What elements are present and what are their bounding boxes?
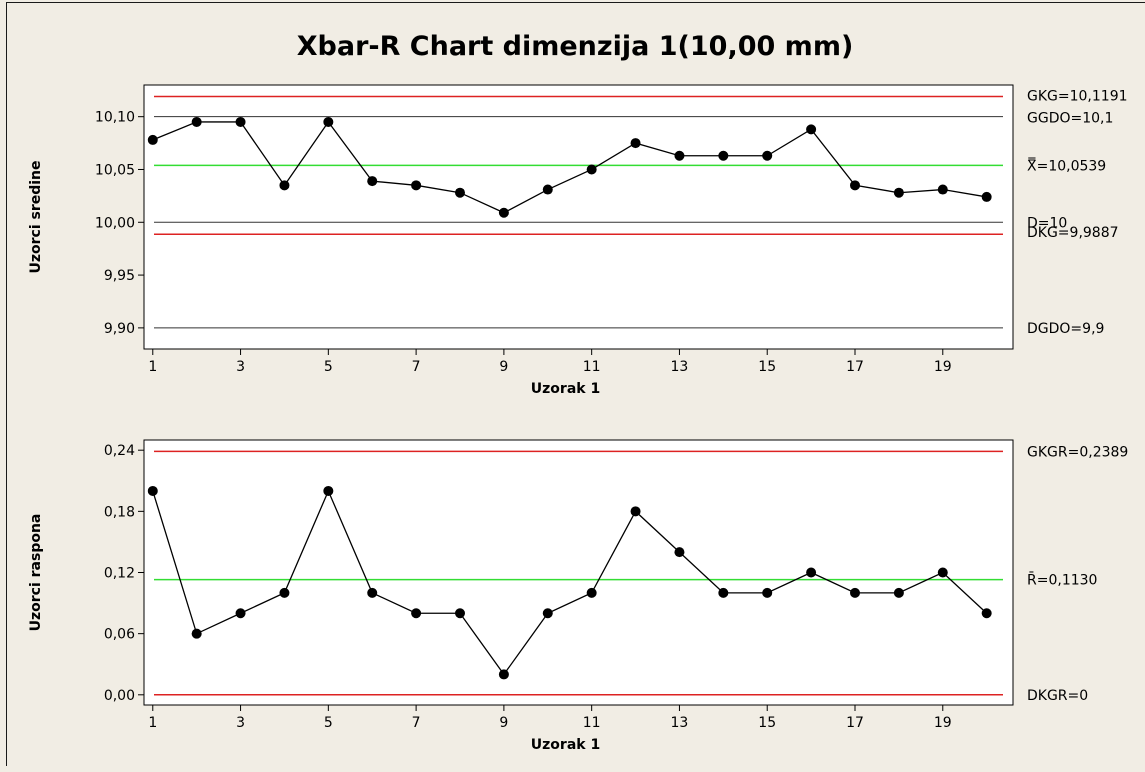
data-point bbox=[674, 150, 685, 161]
x-tick-label: 17 bbox=[846, 715, 864, 731]
data-point bbox=[367, 176, 378, 187]
x-tick-label: 3 bbox=[236, 715, 245, 731]
x-tick-label: 9 bbox=[499, 359, 508, 375]
x-tick-label: 3 bbox=[236, 359, 245, 375]
plot-area bbox=[143, 84, 1014, 350]
x-tick-label: 13 bbox=[671, 715, 689, 731]
x-tick-label: 7 bbox=[412, 715, 421, 731]
data-point bbox=[586, 587, 597, 598]
x-tick-label: 15 bbox=[758, 715, 776, 731]
data-point bbox=[235, 608, 246, 619]
data-point bbox=[498, 207, 509, 218]
data-point bbox=[630, 138, 641, 149]
x-tick-label: 15 bbox=[758, 359, 776, 375]
data-point bbox=[191, 628, 202, 639]
limit-label: GKG=10,1191 bbox=[1027, 89, 1128, 105]
data-point bbox=[586, 164, 597, 175]
y-tick-label: 10,00 bbox=[95, 215, 135, 231]
y-axis-label: Uzorci sredine bbox=[28, 160, 44, 273]
x-tick-label: 13 bbox=[671, 359, 689, 375]
limit-label: GKGR=0,2389 bbox=[1027, 444, 1128, 460]
data-point bbox=[937, 184, 948, 195]
x-tick-label: 17 bbox=[846, 359, 864, 375]
data-point bbox=[762, 587, 773, 598]
data-point bbox=[762, 150, 773, 161]
data-point bbox=[850, 587, 860, 598]
limit-label: GGDO=10,1 bbox=[1027, 111, 1113, 127]
data-point bbox=[937, 567, 948, 578]
data-point bbox=[279, 180, 290, 191]
limit-label: D=10 bbox=[1027, 215, 1067, 231]
y-tick-label: 10,05 bbox=[95, 162, 135, 178]
limit-label: R̄=0,1130 bbox=[1027, 571, 1097, 589]
data-point bbox=[235, 116, 246, 127]
range-chart: 0,000,060,120,180,241 3 5 7 9 11 13 15 17 19Uzora… bbox=[28, 439, 1128, 753]
data-point bbox=[498, 669, 509, 680]
x-tick-label: 11 bbox=[583, 715, 601, 731]
limit-label: X̿=10,0539 bbox=[1027, 157, 1106, 175]
data-point bbox=[323, 485, 334, 496]
data-point bbox=[806, 124, 817, 135]
data-point bbox=[191, 116, 202, 127]
x-tick-label: 5 bbox=[324, 715, 333, 731]
data-point bbox=[455, 187, 465, 198]
data-point bbox=[455, 608, 465, 619]
data-point bbox=[850, 180, 860, 191]
x-axis-label: Uzorak 1 bbox=[531, 381, 600, 397]
data-point bbox=[981, 608, 992, 619]
x-tick-label: 5 bbox=[324, 359, 333, 375]
x-tick-label: 1 bbox=[148, 715, 157, 731]
x-tick-label: 19 bbox=[934, 359, 952, 375]
y-tick-label: 0,18 bbox=[104, 504, 135, 520]
x-axis-label: Uzorak 1 bbox=[531, 737, 600, 753]
limit-label: DGDO=9,9 bbox=[1027, 321, 1104, 337]
chart-title: Xbar-R Chart dimenzija 1(10,00 mm) bbox=[297, 31, 854, 62]
series-line bbox=[152, 120, 987, 214]
data-point bbox=[718, 587, 729, 598]
y-tick-label: 0,24 bbox=[104, 443, 135, 459]
data-point bbox=[542, 184, 553, 195]
limit-label: DKG=9,9887 bbox=[1027, 225, 1119, 241]
y-tick-label: 9,95 bbox=[104, 268, 135, 284]
data-point bbox=[147, 134, 158, 145]
x-tick-label: 7 bbox=[412, 359, 421, 375]
data-point bbox=[411, 180, 422, 191]
plot-area bbox=[143, 439, 1014, 706]
x-tick-label: 1 bbox=[148, 359, 157, 375]
y-tick-label: 9,90 bbox=[104, 321, 135, 337]
x-tick-label: 9 bbox=[499, 715, 508, 731]
data-point bbox=[893, 187, 904, 198]
x-tick-label: 19 bbox=[934, 715, 952, 731]
data-point bbox=[674, 547, 685, 558]
data-point bbox=[981, 191, 992, 202]
x-tick-label: 11 bbox=[583, 359, 601, 375]
data-point bbox=[323, 116, 334, 127]
data-point bbox=[806, 567, 817, 578]
data-point bbox=[630, 506, 641, 517]
data-point bbox=[718, 150, 729, 161]
y-tick-label: 0,06 bbox=[104, 627, 135, 643]
y-axis-label: Uzorci raspona bbox=[28, 514, 44, 632]
limit-label: DKGR=0 bbox=[1027, 688, 1088, 704]
y-tick-label: 10,10 bbox=[95, 110, 135, 126]
y-tick-label: 0,12 bbox=[104, 566, 135, 582]
y-tick-label: 0,00 bbox=[104, 688, 135, 704]
data-point bbox=[411, 608, 422, 619]
series-line bbox=[152, 489, 988, 676]
data-point bbox=[542, 608, 553, 619]
data-point bbox=[147, 485, 158, 496]
data-point bbox=[279, 587, 290, 598]
data-point bbox=[893, 587, 904, 598]
data-point bbox=[367, 587, 378, 598]
